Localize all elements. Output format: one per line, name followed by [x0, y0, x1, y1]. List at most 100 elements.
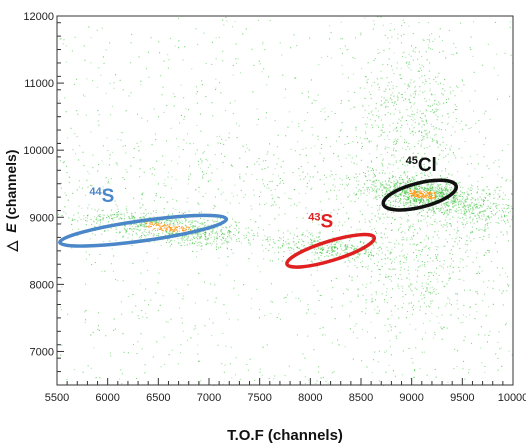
scatter-point — [322, 376, 324, 378]
scatter-point — [314, 248, 316, 250]
scatter-point — [319, 251, 321, 253]
scatter-point — [122, 280, 124, 282]
scatter-point — [318, 257, 320, 259]
scatter-point — [496, 187, 498, 189]
scatter-point — [440, 192, 442, 194]
scatter-point — [439, 210, 441, 212]
scatter-point — [483, 199, 485, 201]
scatter-point — [211, 224, 213, 226]
scatter-point — [402, 350, 404, 352]
scatter-point — [416, 190, 418, 192]
scatter-point — [315, 216, 317, 218]
scatter-point — [370, 258, 372, 260]
scatter-point — [179, 245, 181, 247]
scatter-point — [298, 126, 300, 128]
scatter-point — [455, 198, 457, 200]
scatter-point — [404, 191, 406, 193]
scatter-point — [364, 123, 366, 125]
scatter-point — [355, 232, 357, 234]
scatter-point — [235, 224, 237, 226]
scatter-point — [470, 240, 472, 242]
scatter-point — [302, 148, 304, 150]
scatter-point — [317, 135, 319, 137]
scatter-point — [418, 191, 420, 193]
scatter-point — [420, 294, 422, 296]
scatter-point — [332, 254, 334, 256]
scatter-point — [429, 106, 431, 108]
scatter-point — [319, 246, 321, 248]
scatter-point — [411, 306, 413, 308]
scatter-point — [436, 316, 438, 318]
scatter-point — [390, 269, 392, 271]
scatter-point — [422, 120, 424, 122]
scatter-point — [227, 230, 229, 232]
scatter-point — [401, 55, 403, 57]
scatter-point — [487, 249, 489, 251]
scatter-point — [410, 133, 412, 135]
scatter-point — [265, 202, 267, 204]
scatter-point — [448, 273, 450, 275]
scatter-point — [429, 131, 431, 133]
scatter-point — [338, 136, 340, 138]
scatter-point — [284, 213, 286, 215]
scatter-point — [112, 217, 114, 219]
scatter-point — [420, 200, 422, 202]
scatter-point — [333, 209, 335, 211]
scatter-point — [224, 240, 226, 242]
scatter-point — [207, 181, 209, 183]
scatter-point — [499, 195, 501, 197]
scatter-point — [425, 109, 427, 111]
scatter-point — [367, 170, 369, 172]
scatter-point — [493, 162, 495, 164]
scatter-point — [144, 223, 146, 225]
scatter-point — [207, 242, 209, 244]
scatter-point — [414, 186, 416, 188]
scatter-point — [371, 254, 373, 256]
scatter-point — [443, 263, 445, 265]
scatter-point — [195, 86, 197, 88]
scatter-point — [373, 255, 375, 257]
scatter-point — [226, 247, 228, 249]
scatter-point — [315, 100, 317, 102]
scatter-point — [404, 165, 406, 167]
scatter-point — [129, 224, 131, 226]
scatter-point — [389, 88, 391, 90]
scatter-point — [399, 185, 401, 187]
scatter-point — [276, 185, 278, 187]
scatter-point — [421, 195, 423, 197]
scatter-point — [439, 191, 441, 193]
scatter-point — [390, 251, 392, 253]
scatter-point — [413, 103, 415, 105]
scatter-point — [355, 127, 357, 129]
scatter-point — [310, 243, 312, 245]
scatter-point — [379, 218, 381, 220]
scatter-point — [331, 251, 333, 253]
scatter-point — [420, 242, 422, 244]
scatter-point — [380, 77, 382, 79]
scatter-point — [385, 191, 387, 193]
scatter-point — [445, 168, 447, 170]
scatter-point — [163, 225, 165, 227]
scatter-point — [431, 242, 433, 244]
scatter-point — [461, 195, 463, 197]
scatter-point — [436, 234, 438, 236]
scatter-point — [406, 159, 408, 161]
scatter-point — [426, 183, 428, 185]
scatter-point — [87, 171, 89, 173]
scatter-point — [287, 238, 289, 240]
scatter-point — [410, 202, 412, 204]
scatter-point — [217, 220, 219, 222]
scatter-point — [262, 160, 264, 162]
scatter-point — [455, 238, 457, 240]
scatter-point — [409, 200, 411, 202]
scatter-point — [139, 230, 141, 232]
scatter-point — [416, 192, 418, 194]
scatter-point — [348, 240, 350, 242]
scatter-point — [371, 124, 373, 126]
scatter-point — [399, 183, 401, 185]
scatter-point — [264, 315, 266, 317]
scatter-point — [178, 307, 180, 309]
scatter-point — [290, 198, 292, 200]
scatter-point — [365, 299, 367, 301]
scatter-point — [354, 92, 356, 94]
